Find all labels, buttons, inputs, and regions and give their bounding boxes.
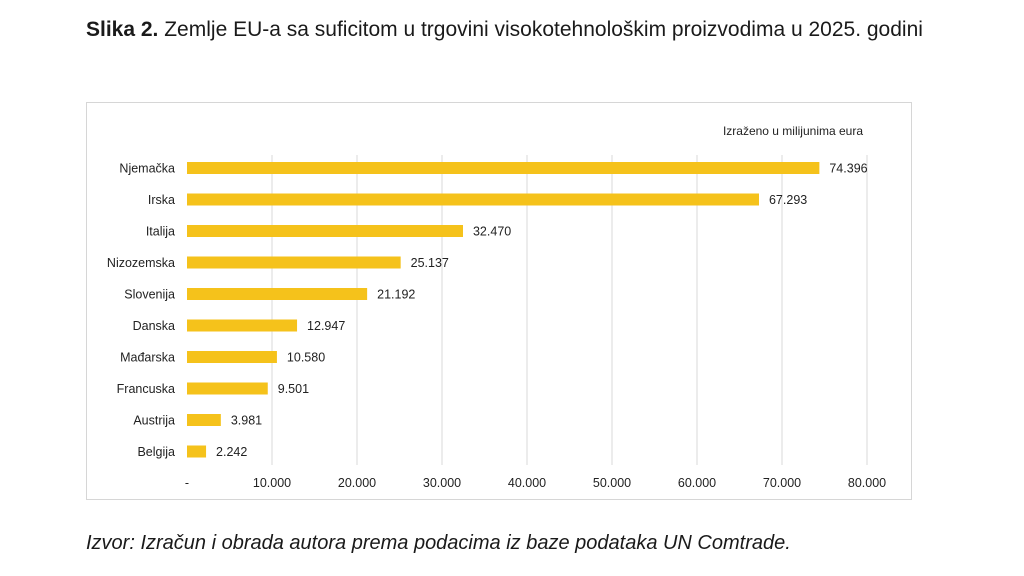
chart-container: Njemačka Irska Italija Nizozemska Slovenija D… <box>86 102 912 500</box>
category-label: Irska <box>148 193 175 207</box>
bar <box>187 193 759 206</box>
bar <box>187 382 268 395</box>
category-label: Belgija <box>137 445 175 459</box>
bar <box>187 445 207 458</box>
x-tick-label: 20.000 <box>338 476 376 490</box>
bars <box>187 162 820 458</box>
category-labels: Njemačka Irska Italija Nizozemska Slovenija D… <box>107 162 175 460</box>
data-label: 25.137 <box>411 256 449 270</box>
value-labels: 74.396 67.293 32.470 25.137 21.192 12.947 10.5… <box>216 162 868 460</box>
bar <box>187 319 298 332</box>
bar <box>187 414 221 426</box>
data-label: 10.580 <box>287 351 325 365</box>
category-label: Slovenija <box>124 288 175 302</box>
x-tick-label: 50.000 <box>593 476 631 490</box>
figure-title: Zemlje EU-a sa suficitom u trgovini viso… <box>164 18 923 41</box>
bar-chart: Njemačka Irska Italija Nizozemska Slovenija D… <box>107 124 886 490</box>
x-tick-label: 10.000 <box>253 476 291 490</box>
source-note: Izvor: Izračun i obrada autora prema pod… <box>86 532 791 554</box>
x-tick-label: 70.000 <box>763 476 801 490</box>
data-label: 9.501 <box>278 382 309 396</box>
unit-note: Izraženo u milijunima eura <box>723 124 863 138</box>
category-label: Mađarska <box>120 351 175 365</box>
x-tick-label: 80.000 <box>848 476 886 490</box>
data-label: 12.947 <box>307 319 345 333</box>
data-label: 32.470 <box>473 225 511 239</box>
bar <box>187 225 463 237</box>
category-label: Njemačka <box>119 162 175 176</box>
x-tick-label: 60.000 <box>678 476 716 490</box>
category-label: Austrija <box>133 414 175 428</box>
data-label: 3.981 <box>231 414 262 428</box>
bar <box>187 351 277 363</box>
category-label: Italija <box>146 225 175 239</box>
x-tick-label: 40.000 <box>508 476 546 490</box>
bar <box>187 256 401 269</box>
category-label: Francuska <box>117 382 175 396</box>
data-label: 21.192 <box>377 288 415 302</box>
figure-number: Slika 2. <box>86 18 159 41</box>
data-label: 74.396 <box>829 162 867 176</box>
x-tick-labels: - 10.000 20.000 30.000 40.000 50.000 60.000 70.… <box>185 476 886 490</box>
data-label: 2.242 <box>216 445 247 459</box>
x-tick-label: 30.000 <box>423 476 461 490</box>
figure-caption: Slika 2. Zemlje EU-a sa suficitom u trgo… <box>86 12 946 48</box>
data-label: 67.293 <box>769 193 807 207</box>
category-label: Danska <box>133 319 175 333</box>
category-label: Nizozemska <box>107 256 175 270</box>
bar <box>187 162 820 174</box>
gridlines <box>271 155 868 465</box>
x-tick-label: - <box>185 476 189 490</box>
bar <box>187 288 368 300</box>
